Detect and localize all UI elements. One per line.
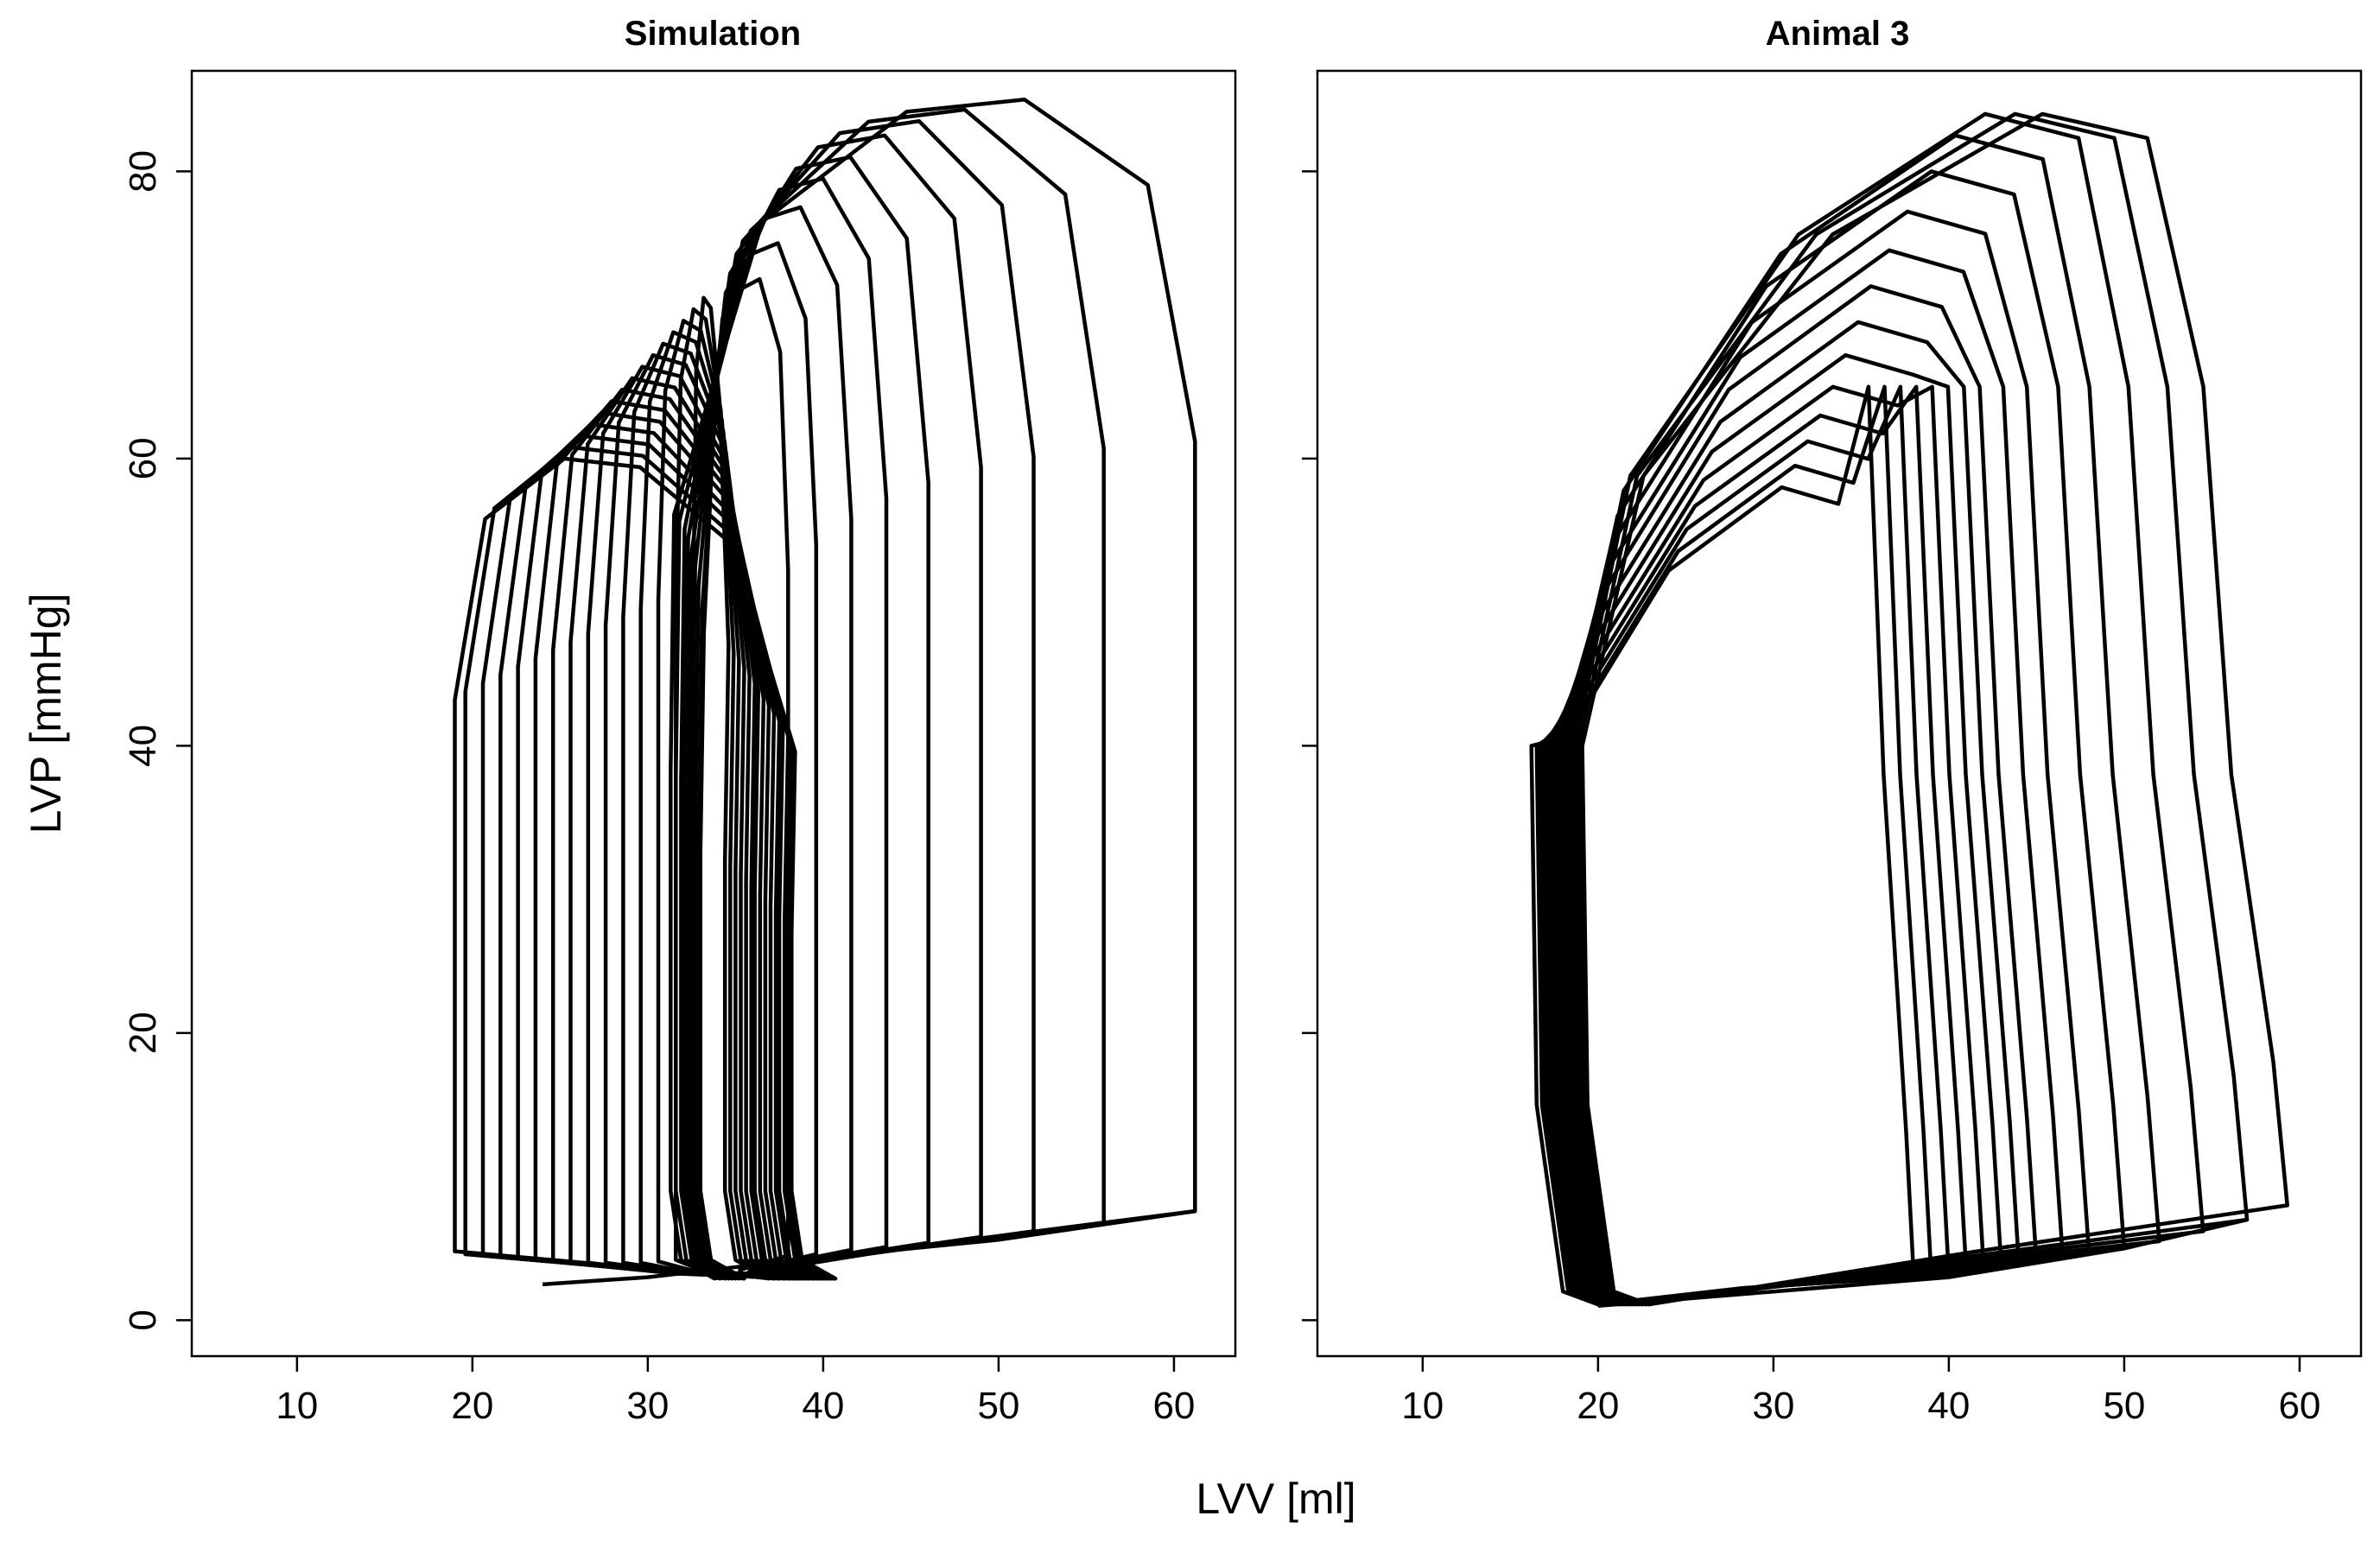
pv-loop — [1566, 169, 2127, 1307]
x-tick-label: 20 — [451, 1385, 493, 1427]
plot-frame-simulation — [190, 69, 1237, 1358]
plot-frame-animal-3 — [1316, 69, 2363, 1358]
pv-loop — [533, 399, 816, 1281]
x-tick-label: 10 — [1401, 1385, 1444, 1427]
x-tick-label: 60 — [2278, 1385, 2320, 1427]
x-tick-label: 40 — [802, 1385, 844, 1427]
y-tick-label: 20 — [122, 1011, 164, 1054]
pv-loop — [568, 376, 806, 1281]
pv-loop — [1570, 133, 2161, 1307]
pv-loop — [498, 422, 826, 1281]
tick-group-simulation: 10 20 30 40 50 60 0 20 40 60 80 — [122, 150, 1195, 1427]
pv-loop — [691, 295, 771, 1281]
x-tick-label: 20 — [1577, 1385, 1619, 1427]
panel-animal-3: Animal 3 10 20 30 40 50 60 — [1302, 15, 2363, 1427]
pv-loop — [621, 341, 792, 1281]
x-tick-label: 30 — [626, 1385, 669, 1427]
pv-loop — [1580, 111, 2289, 1307]
pv-loop — [1552, 320, 2021, 1307]
y-tick-label: 40 — [122, 725, 164, 767]
pv-loop — [463, 445, 835, 1281]
pv-loop — [586, 365, 801, 1281]
edpvr-line — [542, 1208, 1196, 1287]
x-tick-label: 50 — [2103, 1385, 2145, 1427]
x-tick-label: 50 — [977, 1385, 1019, 1427]
y-tick-label: 0 — [122, 1310, 164, 1330]
pv-loop — [1548, 352, 2004, 1307]
pv-loop — [1545, 384, 1986, 1307]
pv-loop — [656, 319, 782, 1281]
edpvr-line — [1597, 1217, 2248, 1309]
x-tick-label: 10 — [276, 1385, 318, 1427]
y-axis-title: LVP [mmHg] — [22, 593, 70, 834]
y-tick-label: 60 — [122, 437, 164, 479]
loop-group-animal-3 — [1529, 111, 2289, 1309]
pv-loop — [669, 98, 1197, 1281]
pv-loop — [603, 352, 797, 1281]
pv-loop — [674, 307, 777, 1281]
x-tick-label: 60 — [1152, 1385, 1195, 1427]
x-axis-title: LVV [ml] — [1196, 1474, 1355, 1523]
pv-loop — [638, 330, 787, 1281]
x-tick-label: 30 — [1752, 1385, 1794, 1427]
panel-title-simulation: Simulation — [625, 15, 801, 53]
y-tick-label: 80 — [122, 150, 164, 193]
pv-loop — [1558, 248, 2066, 1307]
tick-group-animal-3: 10 20 30 40 50 60 — [1302, 170, 2320, 1427]
pv-loop — [550, 387, 811, 1281]
panel-simulation: Simulation 10 20 30 40 50 60 0 20 40 60 80 — [122, 15, 1237, 1427]
x-tick-label: 40 — [1927, 1385, 1970, 1427]
pv-loop — [453, 456, 838, 1281]
pv-loop — [516, 410, 822, 1281]
panel-title-animal-3: Animal 3 — [1766, 15, 1910, 53]
loop-group-simulation — [453, 98, 1197, 1287]
